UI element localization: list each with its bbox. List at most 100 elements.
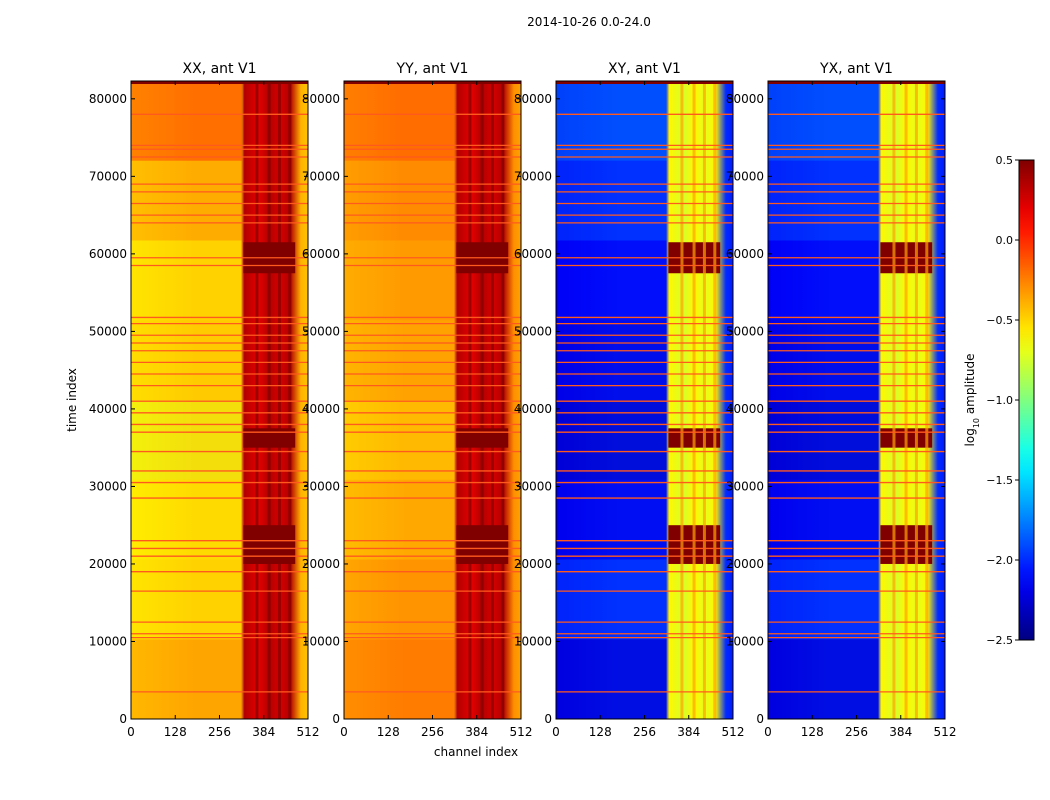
heatmap-cell: [468, 81, 472, 719]
heatmap-cell: [131, 160, 242, 241]
heatmap-cell: [556, 400, 667, 480]
x-tick-label: 384: [889, 725, 912, 739]
x-tick-label: 128: [164, 725, 187, 739]
heatmap-cell: [702, 81, 706, 719]
heatmap-cell: [925, 81, 929, 719]
y-tick-label: 40000: [726, 402, 764, 416]
heatmap-cell: [131, 81, 242, 161]
heatmap-cell: [344, 639, 455, 719]
heatmap-cell: [556, 639, 667, 719]
y-tick-label: 60000: [514, 247, 552, 261]
x-tick-label: 0: [340, 725, 348, 739]
x-tick-label: 512: [297, 725, 320, 739]
x-tick-label: 0: [764, 725, 772, 739]
y-tick-label: 20000: [726, 557, 764, 571]
y-tick-label: 40000: [302, 402, 340, 416]
heatmap-cell: [768, 240, 879, 321]
colorbar-tick-label: −2.0: [986, 554, 1013, 567]
heatmap-cell: [344, 320, 455, 400]
heatmap-cell: [768, 639, 879, 719]
x-tick-label: 512: [510, 725, 533, 739]
y-tick-label: 30000: [514, 479, 552, 493]
heatmap-cell: [131, 559, 242, 640]
colorbar-scale: [1018, 159, 1035, 641]
y-tick-label: 10000: [302, 634, 340, 648]
y-tick-label: 40000: [89, 402, 127, 416]
heatmap-cell: [556, 81, 667, 161]
y-tick-label: 20000: [302, 557, 340, 571]
y-tick-label: 20000: [514, 557, 552, 571]
y-tick-label: 30000: [89, 479, 127, 493]
heatmap-cell: [556, 160, 667, 241]
y-tick-label: 0: [332, 712, 340, 726]
y-tick-label: 60000: [302, 247, 340, 261]
heatmap-cell: [501, 81, 505, 719]
x-tick-label: 256: [845, 725, 868, 739]
heatmap-cell: [556, 479, 667, 560]
figure-suptitle: 2014-10-26 0.0-24.0: [527, 15, 651, 29]
heatmap-panels: XX, ant V1 0 128 256 384 512 0 10000 20000 30000 4…: [89, 61, 957, 739]
heatmap-cell: [768, 320, 879, 400]
panel-title: YX, ant V1: [819, 61, 893, 77]
y-tick-label: 70000: [514, 169, 552, 183]
heatmap-cell: [131, 240, 242, 321]
y-axis-label: time index: [65, 368, 79, 432]
y-tick-label: 80000: [726, 92, 764, 106]
x-tick-label: 256: [421, 725, 444, 739]
heatmap-cell: [255, 81, 259, 719]
y-tick-label: 0: [756, 712, 764, 726]
heatmap-cell: [914, 81, 918, 719]
heatmap-cell: [556, 559, 667, 640]
x-tick-label: 512: [934, 725, 957, 739]
heatmap-cell: [768, 479, 879, 560]
x-tick-label: 512: [722, 725, 745, 739]
panel-3: XY, ant V1 0 128 256 384 512 0 10000 20000 30000 4…: [514, 61, 745, 739]
y-tick-label: 50000: [726, 324, 764, 338]
y-tick-label: 0: [119, 712, 127, 726]
heatmap-cell: [692, 81, 696, 719]
panel-title: XX, ant V1: [183, 61, 257, 77]
heatmap-cell: [344, 240, 455, 321]
y-tick-label: 60000: [726, 247, 764, 261]
y-tick-label: 40000: [514, 402, 552, 416]
colorbar-label: log10 amplitude: [963, 354, 981, 447]
panel-1: XX, ant V1 0 128 256 384 512 0 10000 20000 30000 4…: [89, 61, 320, 739]
colorbar-tick-label: 0.5: [996, 154, 1014, 167]
heatmap-cell: [267, 81, 271, 719]
x-tick-label: 384: [677, 725, 700, 739]
panel-title: YY, ant V1: [396, 61, 469, 77]
heatmap-cell: [556, 240, 667, 321]
x-tick-label: 128: [801, 725, 824, 739]
y-tick-label: 80000: [89, 92, 127, 106]
x-tick-label: 384: [252, 725, 275, 739]
heatmap-cell: [344, 81, 455, 161]
y-tick-label: 20000: [89, 557, 127, 571]
panel-title: XY, ant V1: [608, 61, 681, 77]
heatmap-cell: [277, 81, 281, 719]
heatmap-cell: [344, 160, 455, 241]
x-tick-label: 0: [552, 725, 560, 739]
heatmap-cell: [131, 320, 242, 400]
heatmap-cell: [904, 81, 908, 719]
x-tick-label: 128: [377, 725, 400, 739]
heatmap-cell: [713, 81, 717, 719]
panel-2: YY, ant V1 0 128 256 384 512 0 10000 20000 30000 4…: [302, 61, 533, 739]
y-tick-label: 10000: [514, 634, 552, 648]
x-axis-label: channel index: [434, 745, 518, 759]
y-tick-label: 30000: [302, 479, 340, 493]
y-tick-label: 60000: [89, 247, 127, 261]
y-tick-label: 0: [544, 712, 552, 726]
y-tick-label: 10000: [89, 634, 127, 648]
x-tick-label: 256: [208, 725, 231, 739]
x-tick-label: 128: [589, 725, 612, 739]
heatmap-cell: [344, 400, 455, 480]
y-tick-label: 50000: [514, 324, 552, 338]
heatmap-cell: [480, 81, 484, 719]
colorbar-tick-label: −2.5: [986, 634, 1013, 647]
heatmap-cell: [131, 479, 242, 560]
heatmap-cell: [768, 400, 879, 480]
panel-4: YX, ant V1 0 128 256 384 512 0 10000 20000 30000 4…: [726, 61, 957, 739]
x-tick-label: 256: [633, 725, 656, 739]
heatmap-cell: [288, 81, 292, 719]
